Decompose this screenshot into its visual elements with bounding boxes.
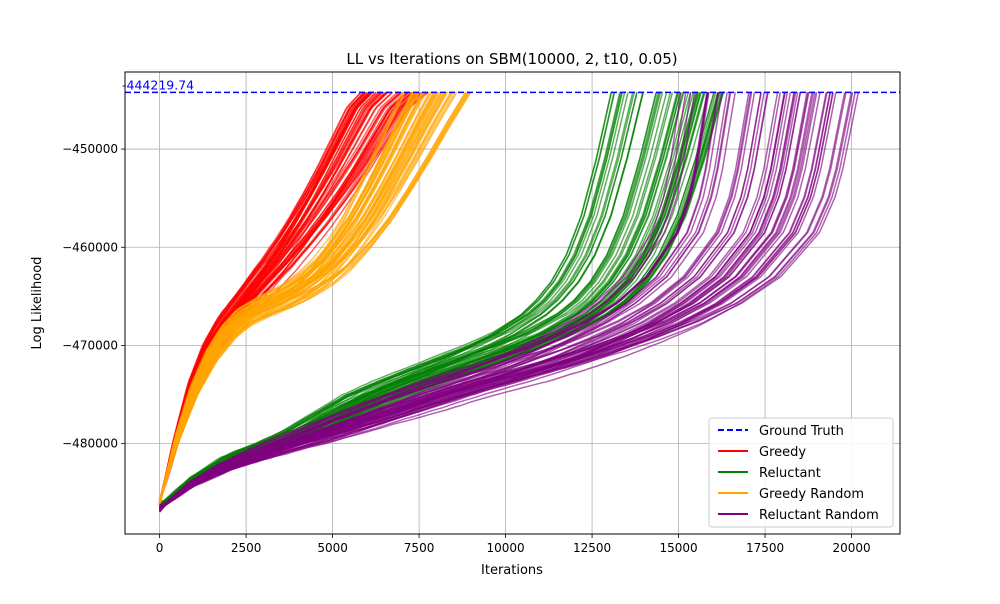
x-tick-label: 17500 bbox=[746, 541, 784, 555]
x-tick-label: 12500 bbox=[573, 541, 611, 555]
x-tick-label: 10000 bbox=[486, 541, 524, 555]
run-line bbox=[159, 92, 782, 508]
series-runs bbox=[158, 91, 860, 513]
plot-frame bbox=[124, 71, 901, 535]
axis-ticks: 0 2500 5000 7500 10000 12500 15000 17500 20000 −4… bbox=[62, 142, 871, 555]
ground-truth-layer: -444219.74 bbox=[122, 77, 900, 94]
run-line bbox=[159, 92, 801, 508]
legend-label: Greedy Random bbox=[759, 487, 864, 502]
run-line bbox=[159, 92, 682, 507]
run-line bbox=[158, 91, 420, 503]
y-tick-label: −470000 bbox=[62, 338, 118, 352]
x-tick-label: 2500 bbox=[231, 541, 262, 555]
y-tick-label: −460000 bbox=[62, 240, 118, 254]
x-tick-label: 5000 bbox=[317, 541, 348, 555]
legend-label: Reluctant bbox=[759, 466, 821, 481]
y-axis-label: Log Likelihood bbox=[30, 257, 45, 350]
x-tick-label: 7500 bbox=[404, 541, 435, 555]
run-line bbox=[158, 91, 437, 500]
run-line bbox=[159, 92, 709, 508]
series-group bbox=[158, 92, 860, 513]
run-line bbox=[159, 92, 786, 507]
chart-title: LL vs Iterations on SBM(10000, 2, t10, 0… bbox=[346, 50, 677, 68]
run-line bbox=[158, 91, 440, 502]
y-tick-label: −480000 bbox=[62, 437, 118, 451]
legend-box bbox=[708, 417, 894, 528]
legend: Ground Truth Greedy Reluctant Greedy Random… bbox=[708, 417, 894, 528]
legend-label: Greedy bbox=[759, 445, 806, 460]
series-group bbox=[158, 91, 472, 507]
legend-label: Reluctant Random bbox=[759, 508, 879, 523]
x-tick-label: 0 bbox=[156, 541, 164, 555]
y-tick-label: −450000 bbox=[62, 142, 118, 156]
run-line bbox=[158, 91, 449, 505]
run-line bbox=[159, 92, 624, 504]
run-line bbox=[159, 92, 615, 507]
run-line bbox=[158, 91, 453, 500]
x-tick-label: 20000 bbox=[832, 541, 870, 555]
x-axis-label: Iterations bbox=[481, 563, 543, 578]
ground-truth-value-label: -444219.74 bbox=[122, 77, 194, 92]
run-line bbox=[159, 92, 709, 509]
run-line bbox=[159, 92, 797, 513]
x-tick-label: 15000 bbox=[659, 541, 697, 555]
run-line bbox=[159, 92, 808, 511]
run-line bbox=[159, 92, 762, 509]
legend-label: Ground Truth bbox=[759, 424, 844, 439]
run-line bbox=[158, 91, 439, 502]
run-line bbox=[158, 91, 405, 500]
run-line bbox=[158, 91, 373, 504]
run-line bbox=[159, 92, 750, 511]
